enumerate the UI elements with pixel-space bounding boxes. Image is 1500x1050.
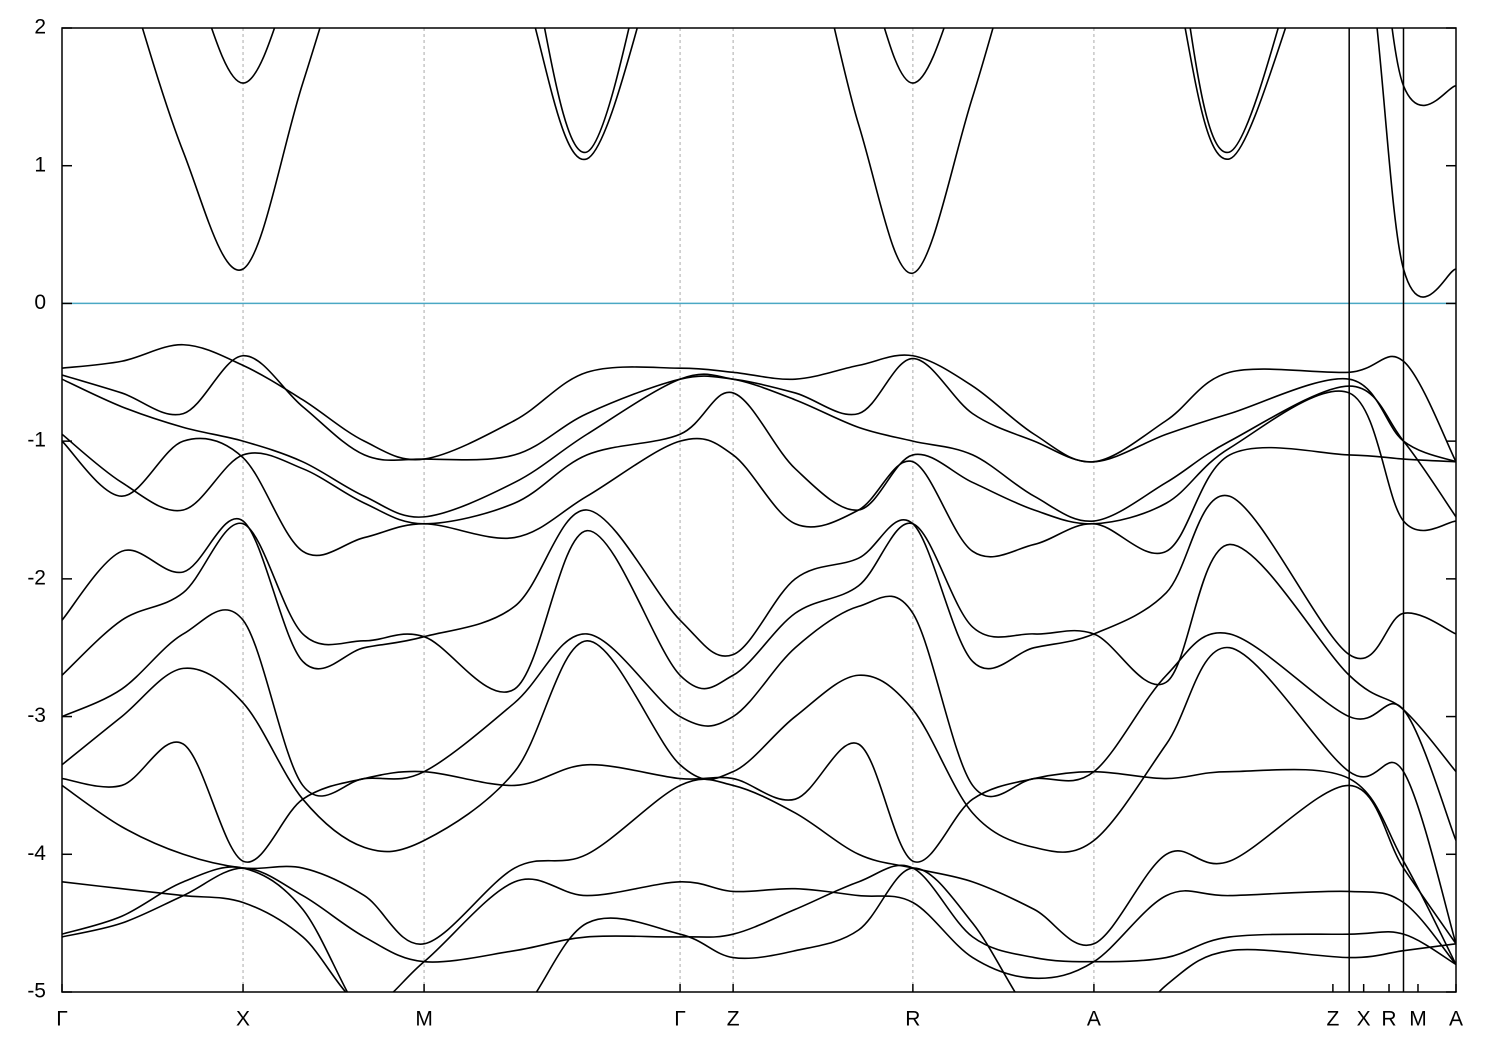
x-tick-label: A bbox=[1087, 1008, 1101, 1031]
x-tick-label: R bbox=[905, 1008, 920, 1031]
x-tick-label: M bbox=[415, 1008, 433, 1031]
band bbox=[210, 28, 1456, 153]
x-tick-label: Γ bbox=[56, 1008, 68, 1031]
y-tick-label: -2 bbox=[27, 566, 46, 589]
band bbox=[62, 354, 1456, 463]
band bbox=[62, 522, 1456, 773]
band bbox=[62, 778, 1456, 947]
band bbox=[62, 595, 1456, 841]
band bbox=[62, 494, 1456, 670]
x-tick-label: Γ bbox=[674, 1008, 686, 1031]
x-tick-label: Z bbox=[727, 1008, 740, 1031]
band bbox=[62, 640, 1456, 945]
band bbox=[62, 390, 1456, 532]
band bbox=[62, 437, 1456, 558]
plot-area bbox=[62, 28, 1456, 992]
x-tick-label: M bbox=[1409, 1008, 1427, 1031]
band bbox=[141, 28, 1456, 298]
x-tick-label: A bbox=[1449, 1008, 1463, 1031]
y-tick-label: -4 bbox=[27, 842, 46, 865]
x-tick-label: X bbox=[236, 1008, 250, 1031]
band bbox=[62, 878, 1456, 992]
band bbox=[62, 343, 1456, 463]
y-tick-label: -5 bbox=[27, 980, 46, 1003]
x-tick-label: Z bbox=[1326, 1008, 1339, 1031]
y-tick-label: -3 bbox=[27, 704, 46, 727]
plot-frame bbox=[61, 27, 1457, 993]
band bbox=[62, 866, 1456, 992]
x-tick-label: X bbox=[1357, 1008, 1371, 1031]
x-tick-label: R bbox=[1381, 1008, 1396, 1031]
y-tick-label: 0 bbox=[34, 291, 46, 314]
band bbox=[62, 864, 1456, 966]
y-tick-label: 2 bbox=[34, 16, 46, 39]
y-tick-label: -1 bbox=[27, 429, 46, 452]
band bbox=[62, 741, 1456, 965]
y-tick-label: 1 bbox=[34, 153, 46, 176]
band bbox=[62, 373, 1456, 522]
